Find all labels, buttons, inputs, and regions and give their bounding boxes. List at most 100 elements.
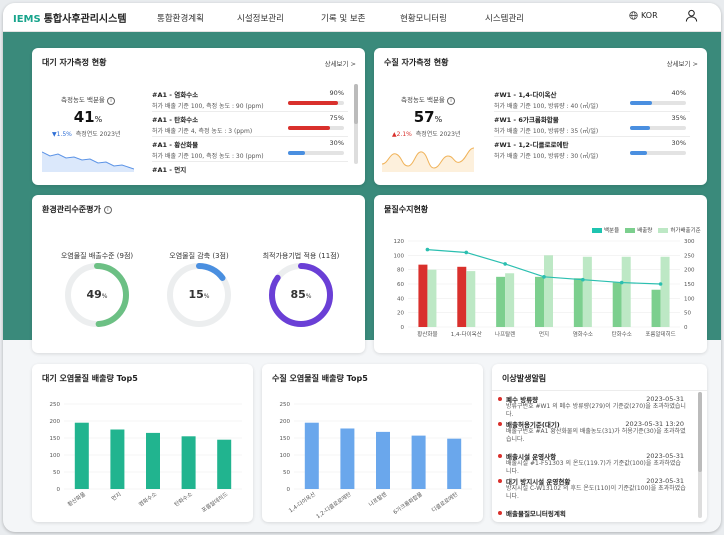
y-tick-label: 20 [397, 311, 404, 317]
air-item-hcl[interactable]: #A1 - 염화수소 허가 배출 기준 100, 측정 농도 : 90 (ppm… [152, 89, 348, 110]
y2-tick-label: 100 [684, 296, 695, 302]
gauge-value-unit: % [203, 293, 210, 300]
permit-bar[interactable] [466, 271, 476, 327]
water-item-dichloroethane[interactable]: #W1 - 1,2-디클로로에탄 허가 배출 기준 100, 방류량 : 30 … [494, 139, 690, 160]
water-item-bar [630, 151, 686, 155]
x-tick-label: 1,4-다이옥산 [451, 330, 482, 338]
y-tick-label: 100 [280, 453, 291, 459]
top5-bar[interactable] [74, 422, 89, 489]
user-menu[interactable] [685, 9, 698, 24]
divider [152, 136, 348, 137]
water-trend-year: 측정연도 2023년 [415, 131, 461, 138]
air-list-scrollbar[interactable] [354, 84, 358, 164]
x-tick-label: 황산화물 [66, 490, 87, 508]
top5-bar[interactable] [110, 429, 125, 490]
air-item-sox[interactable]: #A1 - 황산화물 허가 배출 기준 100, 측정 농도 : 30 (ppm… [152, 139, 348, 160]
emission-bar[interactable] [612, 282, 622, 327]
water-top5-card: 수질 오염물질 배출량 Top5 0 50 100 150 200 250 1,4-다이옥산… [262, 364, 483, 522]
info-icon[interactable]: i [447, 97, 455, 105]
percent-point[interactable] [503, 262, 507, 266]
nav-item-system[interactable]: 시스템관리 [485, 14, 525, 24]
top5-bar[interactable] [181, 436, 196, 489]
y-tick-label: 200 [50, 419, 61, 425]
top5-bar[interactable] [376, 431, 390, 489]
permit-bar[interactable] [660, 256, 670, 327]
water-more-link[interactable]: 상세보기 > [666, 60, 698, 68]
top5-bar[interactable] [340, 428, 355, 489]
y-tick-label: 250 [280, 402, 291, 408]
emission-bar[interactable] [457, 266, 467, 327]
air-percent-label: 측정농도 백분율 i [40, 94, 136, 105]
top5-bar[interactable] [411, 435, 426, 489]
emission-bar[interactable] [651, 289, 661, 327]
app-logo[interactable]: IEMS 통합사후관리시스템 [13, 10, 127, 25]
alert-scrollbar[interactable] [698, 392, 702, 518]
alert-card: 이상발생알림 폐수 방류량 2023-05-31 방류구번호 #W1 의 폐수 … [492, 364, 707, 522]
permit-bar[interactable] [621, 256, 631, 327]
divider [494, 136, 690, 137]
legend-item[interactable]: 배출량 [625, 226, 652, 234]
permit-bar[interactable] [505, 273, 515, 327]
percent-point[interactable] [542, 275, 546, 279]
top5-bar[interactable] [304, 422, 319, 489]
nav-item-facility[interactable]: 시설정보관리 [237, 14, 284, 24]
y-tick-label: 100 [394, 253, 405, 259]
permit-bar[interactable] [544, 255, 553, 327]
percent-point[interactable] [425, 247, 430, 252]
x-tick-label: 염화수소 [137, 490, 158, 508]
air-item-pct: 75% [329, 114, 344, 122]
nav-item-records[interactable]: 기록 및 보존 [321, 14, 366, 24]
env-gauges [65, 263, 333, 327]
alert-dot-icon [498, 397, 502, 401]
gauge-value-number: 49 [86, 288, 102, 301]
water-item-chromium[interactable]: #W1 - 6가크롬화합물 허가 배출 기준 100, 방류량 : 35 (㎥/… [494, 114, 690, 135]
air-item-hc[interactable]: #A1 - 탄화수소 허가 배출 기준 4, 측정 농도 : 3 (ppm) 7… [152, 114, 348, 135]
nav-item-monitoring[interactable]: 현황모니터링 [400, 14, 447, 24]
info-icon[interactable]: i [103, 205, 112, 214]
x-tick-label: 6가크롬화합물 [391, 490, 423, 516]
percent-point[interactable] [658, 282, 663, 286]
percent-point[interactable] [619, 280, 624, 285]
top5-bar[interactable] [217, 439, 232, 489]
alert-date: 2023-05-31 13:20 [625, 420, 684, 428]
top5-bar[interactable] [447, 438, 462, 489]
air-item-pct: 90% [329, 89, 344, 97]
water-top5-title: 수질 오염물질 배출량 Top5 [272, 374, 368, 383]
emission-bar[interactable] [496, 276, 506, 327]
air-trend-year: 측정연도 2023년 [75, 131, 121, 138]
gauge-reduction [167, 263, 231, 327]
top5-bar[interactable] [146, 432, 160, 489]
percent-point[interactable] [581, 277, 585, 282]
air-top5-title: 대기 오염물질 배출량 Top5 [42, 374, 138, 383]
permit-bar[interactable] [582, 256, 592, 327]
env-level-card: 환경관리수준평가 i 오염물질 배출수준 (9점) 오염물질 감축 (3점) 최… [32, 195, 365, 353]
scrollbar-thumb[interactable] [354, 84, 358, 124]
gauge-emission-level [65, 263, 129, 327]
language-selector[interactable]: KOR [629, 11, 658, 20]
scrollbar-thumb[interactable] [698, 392, 702, 472]
x-tick-label: 나프탈렌 [367, 490, 388, 508]
water-item-desc: 허가 배출 기준 100, 방류량 : 40 (㎥/일) [494, 103, 599, 110]
emission-bar[interactable] [418, 264, 428, 327]
air-item-bar [288, 101, 344, 105]
percent-point[interactable] [464, 250, 469, 255]
permit-bar[interactable] [427, 269, 437, 327]
legend-item[interactable]: 백분율 [592, 226, 619, 234]
emission-bar[interactable] [573, 278, 583, 327]
air-more-link[interactable]: 상세보기 > [324, 60, 356, 68]
alert-title: 배출허용기준(대기) [506, 421, 560, 429]
air-item-name: #A1 - 먼지 [152, 166, 187, 174]
nav-item-plan[interactable]: 통합환경계획 [157, 14, 204, 24]
legend-item[interactable]: 허가배출기준 [658, 226, 701, 234]
air-percent-label-text: 측정농도 백분율 [60, 96, 105, 104]
balance-legend: 백분율 배출량 허가배출기준 [592, 226, 701, 234]
y2-tick-label: 50 [684, 311, 691, 317]
y-tick-label: 50 [53, 470, 60, 476]
balance-card-title: 물질수지현황 [384, 205, 429, 214]
emission-bar[interactable] [535, 276, 544, 327]
water-item-dioxane[interactable]: #W1 - 1,4-다이옥산 허가 배출 기준 100, 방류량 : 40 (㎥… [494, 89, 690, 110]
air-item-dust[interactable]: #A1 - 먼지 [152, 164, 348, 174]
y-tick-label: 200 [280, 419, 291, 425]
info-icon[interactable]: i [107, 97, 115, 105]
water-item-desc: 허가 배출 기준 100, 방류량 : 30 (㎥/일) [494, 153, 599, 160]
